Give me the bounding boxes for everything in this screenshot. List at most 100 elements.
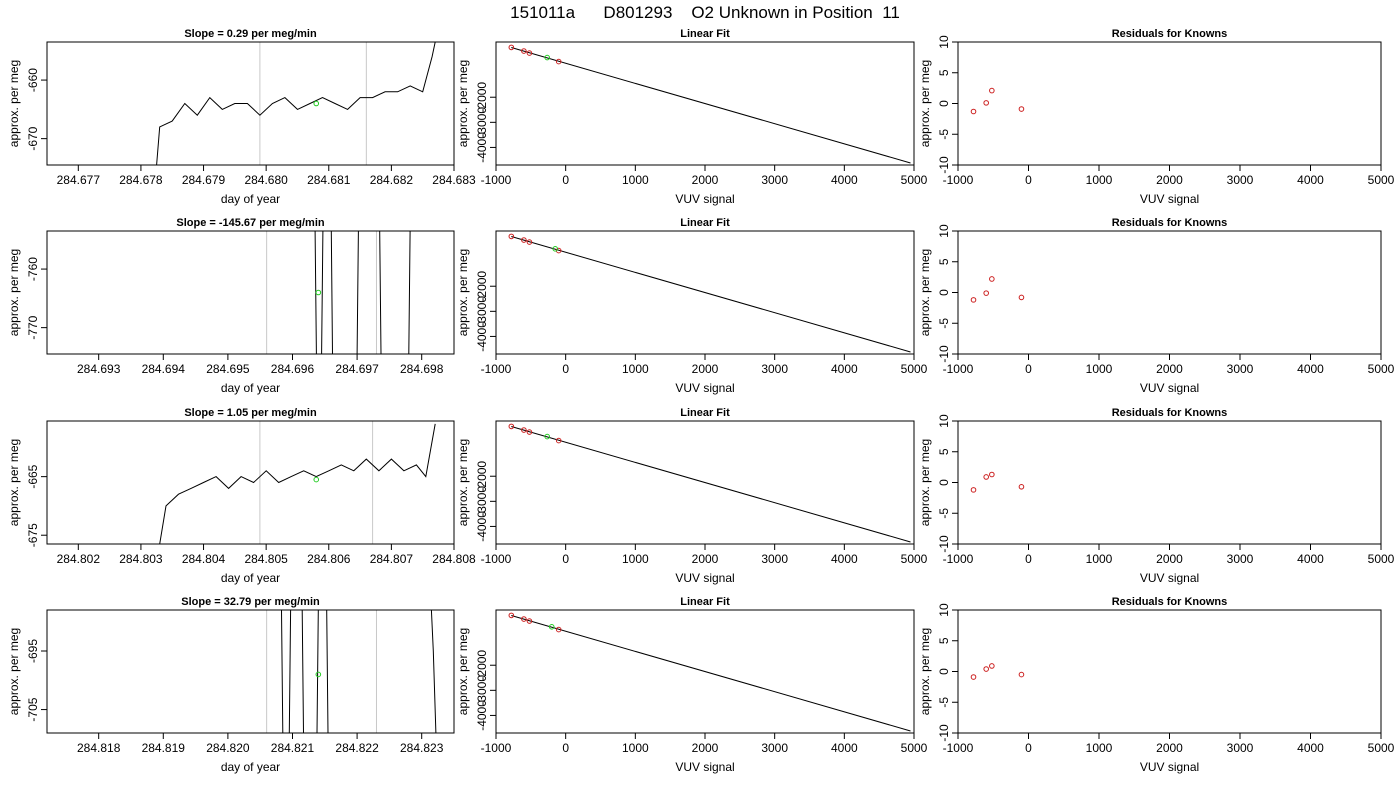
- x-tick-label: 0: [1025, 552, 1032, 566]
- y-tick-label: -2000: [475, 271, 489, 302]
- x-tick-label: 5000: [1368, 552, 1395, 566]
- x-axis-label: VUV signal: [675, 192, 734, 206]
- panel-title: Slope = 32.79 per meg/min: [181, 596, 320, 608]
- y-tick-label: -3000: [475, 675, 489, 706]
- known-point: [1018, 106, 1025, 112]
- x-tick-label: 1000: [1086, 173, 1113, 187]
- x-tick-label: 284.683: [432, 173, 476, 187]
- x-tick-label: 5000: [901, 173, 928, 187]
- panel-title: Linear Fit: [680, 596, 730, 608]
- y-tick-label: -2000: [475, 82, 489, 113]
- x-tick-label: 0: [562, 362, 569, 376]
- y-tick-label: -2000: [475, 650, 489, 681]
- y-tick-label: -665: [26, 464, 40, 488]
- x-tick-label: 284.821: [271, 741, 315, 755]
- y-axis-label: approx. per meg: [918, 439, 932, 526]
- x-tick-label: 4000: [831, 552, 858, 566]
- x-tick-label: 1000: [1086, 741, 1113, 755]
- x-tick-label: 0: [562, 741, 569, 755]
- x-tick-label: 2000: [692, 362, 719, 376]
- known-point: [970, 297, 977, 303]
- panel-r3-c0: Slope = 32.79 per meg/min 284.818 284.819 2…: [7, 596, 455, 774]
- fit-line: [511, 236, 911, 353]
- y-tick-label: 10: [937, 603, 951, 617]
- x-tick-label: 284.682: [370, 173, 414, 187]
- y-axis-label: approx. per meg: [7, 439, 21, 526]
- plot-frame: [957, 41, 1382, 166]
- y-tick-label: -5: [937, 508, 951, 519]
- x-tick-label: 284.677: [57, 173, 101, 187]
- x-tick-label: -1000: [943, 552, 974, 566]
- x-tick-label: 1000: [1086, 362, 1113, 376]
- x-tick-label: -1000: [481, 362, 512, 376]
- known-point: [521, 616, 527, 622]
- x-tick-label: 284.820: [206, 741, 250, 755]
- y-tick-label: -695: [26, 639, 40, 663]
- y-axis-label: approx. per meg: [918, 628, 932, 715]
- x-tick-label: 5000: [1368, 741, 1395, 755]
- x-tick-label: 2000: [692, 173, 719, 187]
- x-axis-label: VUV signal: [1140, 192, 1199, 206]
- fit-line: [511, 615, 911, 732]
- x-axis-label: VUV signal: [1140, 381, 1199, 395]
- known-point: [526, 429, 533, 435]
- x-axis-label: day of year: [221, 192, 280, 206]
- plot-area: [970, 471, 1025, 493]
- plot-frame: [46, 609, 455, 734]
- x-tick-label: 284.693: [77, 362, 121, 376]
- y-tick-label: 10: [937, 414, 951, 428]
- x-tick-label: 0: [1025, 173, 1032, 187]
- known-point: [526, 50, 533, 56]
- panel-title: Slope = 0.29 per meg/min: [184, 28, 317, 40]
- known-point: [521, 237, 527, 243]
- x-tick-label: 284.806: [307, 552, 351, 566]
- y-axis-label: approx. per meg: [456, 60, 470, 147]
- x-tick-label: 4000: [831, 173, 858, 187]
- known-point: [970, 674, 977, 680]
- x-tick-label: 284.819: [142, 741, 186, 755]
- x-tick-label: 284.822: [335, 741, 379, 755]
- plot-frame: [495, 230, 915, 355]
- unknown-point: [548, 624, 555, 630]
- x-tick-label: 1000: [1086, 552, 1113, 566]
- figure-title: 151011a D801293 O2 Unknown in Position 1…: [510, 3, 900, 22]
- x-tick-label: 2000: [1156, 173, 1183, 187]
- known-point: [1018, 484, 1025, 490]
- y-tick-label: 5: [937, 637, 951, 644]
- unknown-point: [544, 54, 551, 61]
- y-tick-label: 0: [937, 100, 951, 107]
- known-point: [983, 290, 990, 296]
- x-axis-label: day of year: [221, 571, 280, 585]
- y-axis-label: approx. per meg: [456, 628, 470, 715]
- x-tick-label: 0: [1025, 741, 1032, 755]
- unknown-point: [552, 246, 559, 252]
- y-tick-label: -10: [937, 156, 951, 174]
- x-tick-label: 2000: [1156, 552, 1183, 566]
- x-axis-label: day of year: [221, 381, 280, 395]
- x-tick-label: 284.679: [182, 173, 226, 187]
- plot-area: [266, 231, 411, 354]
- y-tick-label: -660: [26, 68, 40, 92]
- known-point: [555, 626, 562, 633]
- x-tick-label: 2000: [692, 552, 719, 566]
- x-tick-label: 284.807: [370, 552, 414, 566]
- x-tick-label: 5000: [901, 552, 928, 566]
- y-tick-label: 0: [937, 479, 951, 486]
- y-tick-label: 5: [937, 258, 951, 265]
- x-tick-label: -1000: [481, 173, 512, 187]
- x-tick-label: 0: [562, 552, 569, 566]
- x-tick-label: 284.696: [271, 362, 315, 376]
- known-point: [508, 423, 515, 430]
- known-point: [526, 239, 533, 245]
- x-tick-label: 284.680: [244, 173, 288, 187]
- panel-r0-c0: Slope = 0.29 per meg/min 284.677 284.678 28…: [7, 28, 476, 206]
- known-point: [983, 474, 990, 480]
- panel-title: Linear Fit: [680, 217, 730, 229]
- plot-frame: [495, 609, 915, 734]
- panel-r2-c0: Slope = 1.05 per meg/min 284.802 284.803 28…: [7, 407, 476, 585]
- plot-area: [970, 663, 1025, 680]
- x-tick-label: 284.805: [244, 552, 288, 566]
- x-tick-label: 284.698: [400, 362, 444, 376]
- known-point: [508, 233, 515, 240]
- known-point: [555, 437, 562, 444]
